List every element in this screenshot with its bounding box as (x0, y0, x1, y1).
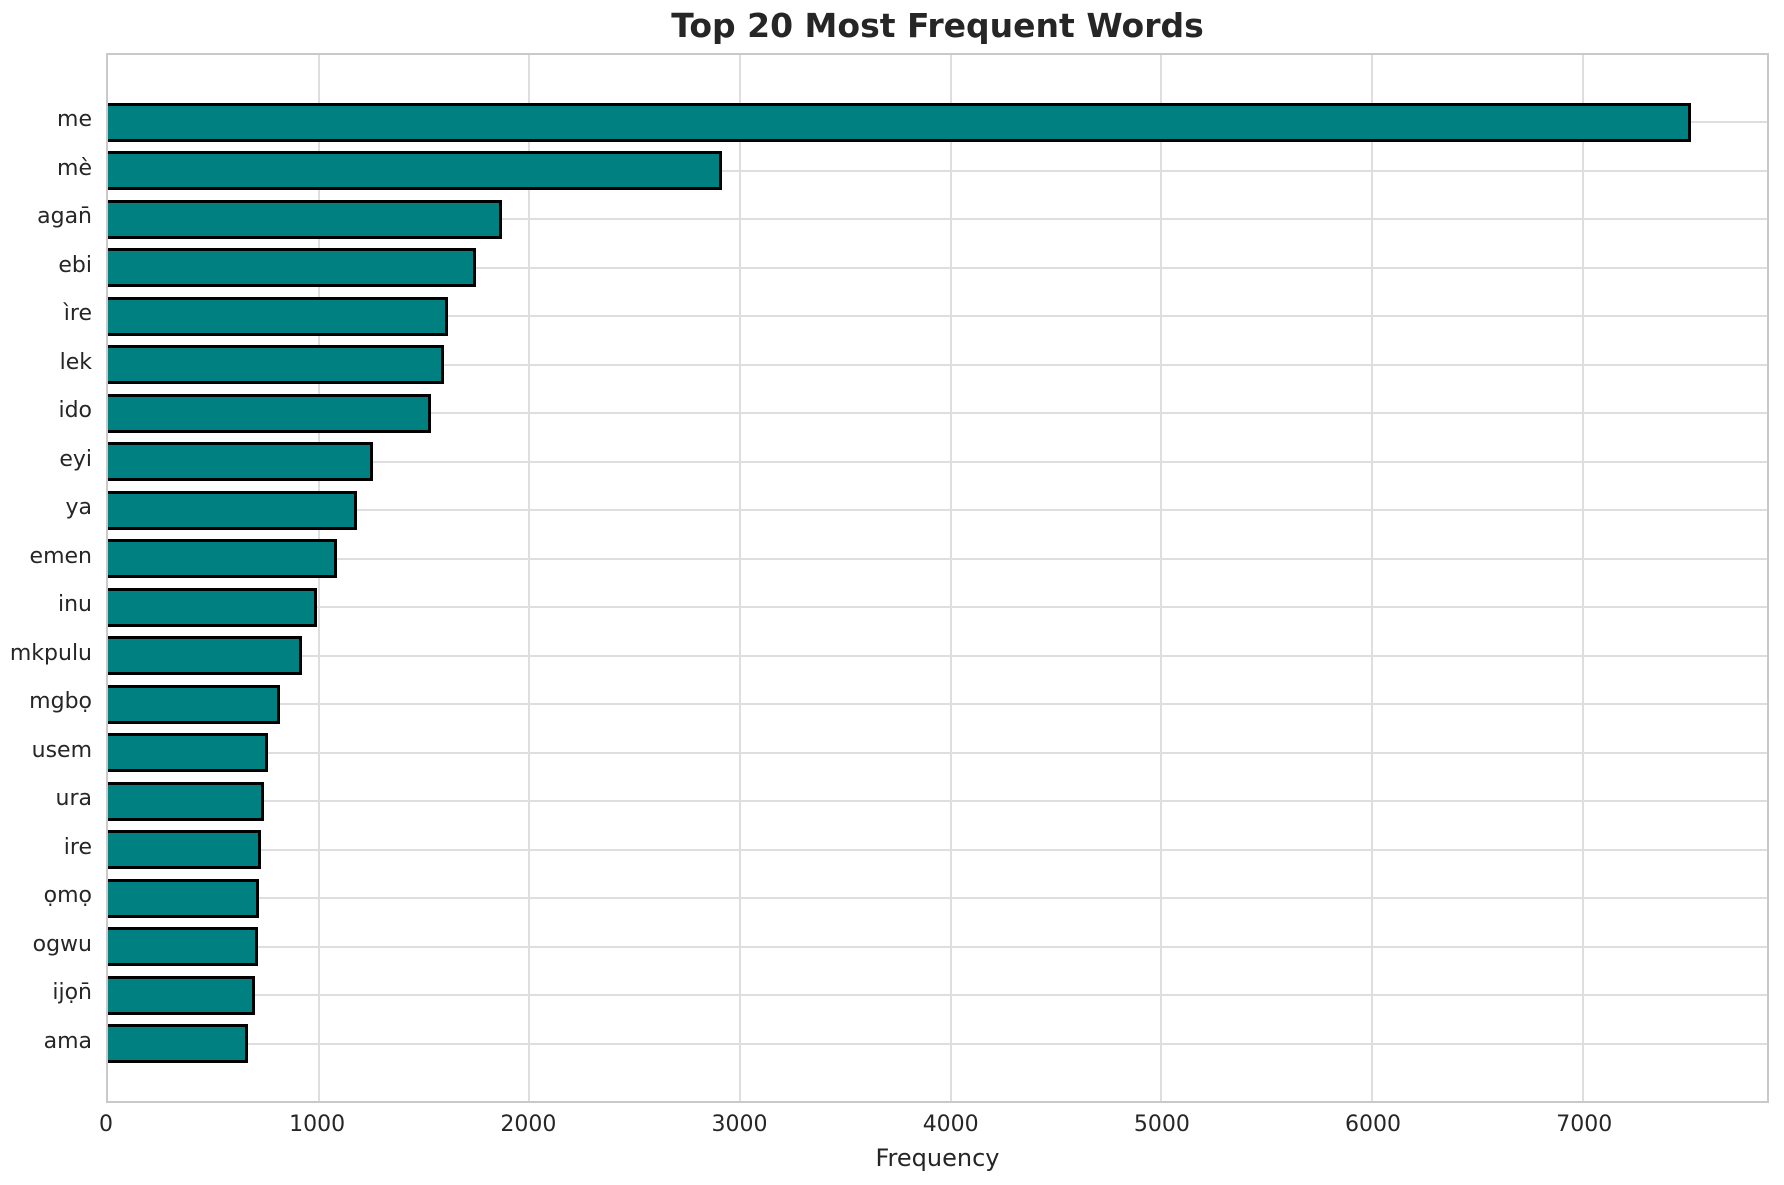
bar-mgbọ (108, 684, 281, 724)
horizontal-gridline (108, 703, 1767, 706)
x-tick-label: 5000 (1133, 1112, 1190, 1137)
x-tick-label: 2000 (500, 1112, 557, 1137)
horizontal-gridline (108, 363, 1767, 366)
horizontal-gridline (108, 897, 1767, 900)
y-tick-label: ama (43, 1028, 92, 1054)
horizontal-gridline (108, 654, 1767, 657)
horizontal-gridline (108, 460, 1767, 463)
horizontal-gridline (108, 1042, 1767, 1045)
vertical-gridline (949, 55, 952, 1101)
bar-agan̄ (108, 199, 503, 239)
horizontal-gridline (108, 218, 1767, 221)
chart-title: Top 20 Most Frequent Words (671, 6, 1204, 45)
x-tick-label: 1000 (289, 1112, 346, 1137)
bar-ogwu (108, 927, 258, 967)
horizontal-gridline (108, 945, 1767, 948)
horizontal-gridline (108, 994, 1767, 997)
vertical-gridline (739, 55, 741, 1101)
y-tick-label: me (57, 107, 92, 133)
bar-eyi (108, 442, 374, 482)
horizontal-gridline (108, 169, 1767, 172)
y-tick-label: ire (63, 834, 92, 860)
y-tick-label: emen (29, 543, 92, 569)
vertical-gridline (528, 55, 531, 1101)
y-tick-label: usem (31, 737, 92, 763)
horizontal-gridline (108, 266, 1767, 269)
x-axis-label: Frequency (875, 1144, 1000, 1172)
bar-mkpulu (108, 636, 302, 676)
y-tick-label: ido (58, 398, 92, 424)
y-tick-label: eyi (59, 446, 92, 472)
x-tick-label: 3000 (711, 1112, 768, 1137)
y-tick-label: ura (55, 786, 92, 812)
y-tick-label: ogwu (32, 931, 92, 957)
y-tick-label: agan̄ (37, 204, 92, 230)
y-tick-label: mgbọ (29, 689, 92, 715)
y-tick-label: inu (58, 592, 92, 618)
bar-ura (108, 781, 264, 821)
horizontal-gridline (108, 557, 1767, 560)
horizontal-gridline (108, 509, 1767, 512)
bar-ire (108, 830, 261, 870)
y-tick-label: ọmọ (43, 883, 92, 909)
bar-ya (108, 490, 358, 530)
bar-ọmọ (108, 878, 259, 918)
bar-ìre (108, 296, 449, 336)
y-tick-label: mè (57, 155, 92, 181)
vertical-gridline (1371, 55, 1373, 1101)
bar-usem (108, 733, 268, 773)
bar-ijọn̄ (108, 975, 256, 1015)
bar-inu (108, 587, 317, 627)
x-tick-label: 7000 (1556, 1112, 1613, 1137)
horizontal-gridline (108, 751, 1767, 754)
y-tick-label: ijọn̄ (52, 980, 92, 1006)
bar-ebi (108, 248, 477, 288)
bar-mè (108, 151, 722, 191)
bar-lek (108, 345, 444, 385)
y-tick-label: mkpulu (9, 640, 92, 666)
y-tick-label: ebi (58, 252, 92, 278)
plot-area (106, 53, 1769, 1103)
horizontal-gridline (108, 412, 1767, 415)
horizontal-gridline (108, 315, 1767, 318)
x-tick-label: 4000 (922, 1112, 979, 1137)
bar-emen (108, 539, 337, 579)
bar-ido (108, 393, 431, 433)
vertical-gridline (1160, 55, 1163, 1101)
y-tick-label: ya (65, 495, 92, 521)
horizontal-gridline (108, 606, 1767, 609)
bar-me (108, 102, 1691, 142)
bar-ama (108, 1024, 248, 1064)
horizontal-gridline (108, 848, 1767, 851)
x-tick-label: 6000 (1345, 1112, 1402, 1137)
vertical-gridline (1581, 55, 1584, 1101)
y-tick-label: ìre (63, 301, 92, 327)
x-tick-label: 0 (99, 1112, 113, 1137)
horizontal-gridline (108, 800, 1767, 803)
y-tick-label: lek (59, 349, 92, 375)
